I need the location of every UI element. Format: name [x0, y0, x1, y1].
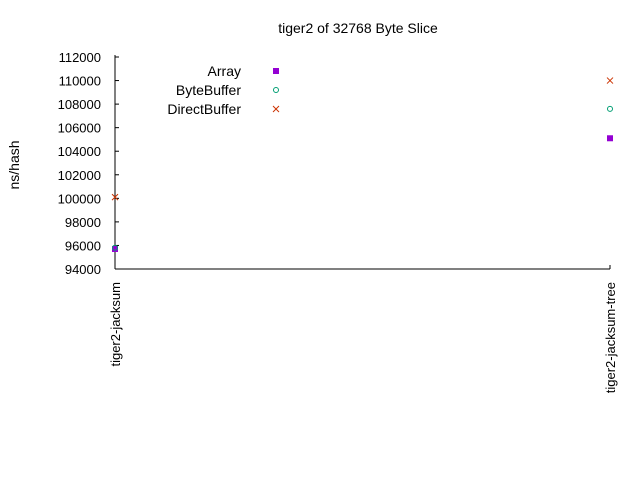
chart-title: tiger2 of 32768 Byte Slice: [278, 20, 438, 36]
legend-marker: [273, 68, 279, 74]
x-ticks: tiger2-jacksum tiger2-jacksum-tree: [108, 265, 618, 393]
y-tick-label: 104000: [58, 144, 101, 159]
x-tick-label: tiger2-jacksum-tree: [603, 282, 618, 393]
y-tick-label: 98000: [65, 215, 101, 230]
data-point: [112, 245, 118, 252]
legend: Array ByteBuffer DirectBuffer: [167, 63, 280, 117]
legend-label: ByteBuffer: [176, 82, 241, 98]
data-point: [607, 105, 613, 112]
legend-marker: [273, 87, 279, 93]
data-point: [606, 77, 614, 84]
legend-marker: [272, 105, 280, 113]
data-point: [112, 244, 118, 251]
y-tick-label: 106000: [58, 121, 101, 136]
axes: [114, 55, 610, 270]
y-tick-label: 96000: [65, 238, 101, 253]
y-ticks: 94000 96000 98000 100000 102000 104000 106000 1…: [58, 50, 119, 277]
data-points: [111, 77, 614, 252]
legend-label: DirectBuffer: [167, 101, 241, 117]
y-tick-label: 112000: [59, 50, 101, 65]
y-tick-label: 108000: [58, 97, 101, 112]
data-point: [111, 193, 119, 201]
y-tick-label: 102000: [58, 168, 101, 183]
y-axis-label: ns/hash: [6, 140, 22, 189]
data-point: [607, 135, 613, 142]
y-tick-label: 110000: [59, 74, 101, 89]
y-tick-label: 94000: [65, 262, 101, 277]
y-tick-label: 100000: [58, 191, 101, 206]
legend-label: Array: [208, 63, 241, 79]
x-tick-label: tiger2-jacksum: [108, 282, 123, 367]
